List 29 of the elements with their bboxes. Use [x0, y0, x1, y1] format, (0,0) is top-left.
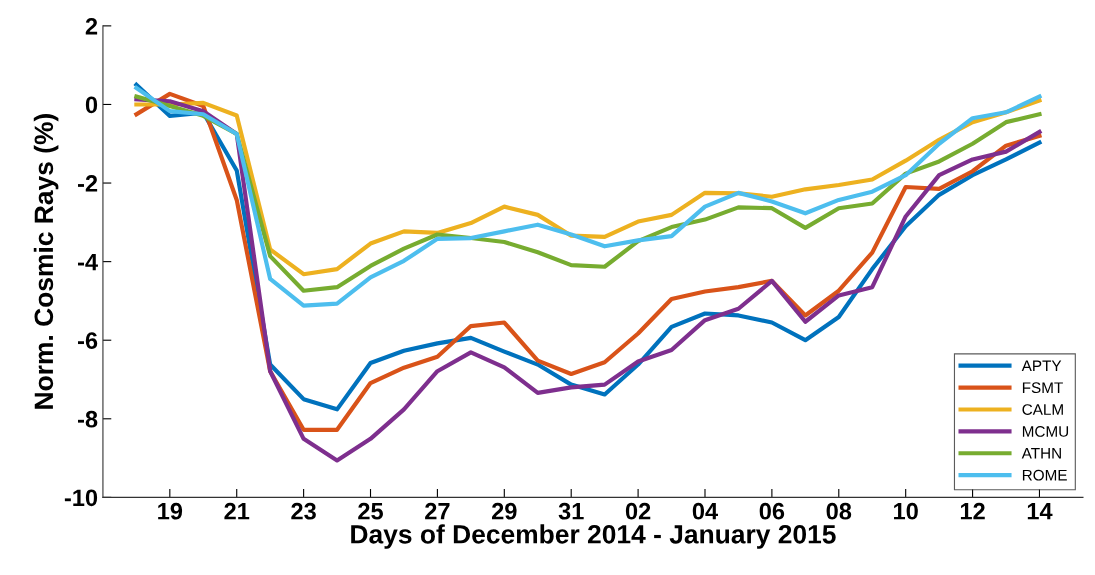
- y-axis-title: Norm. Cosmic Rays (%): [33, 114, 59, 409]
- x-tick-label: 25: [358, 502, 383, 520]
- y-tick-label: -2: [78, 175, 98, 192]
- legend-label: FSMT: [1022, 382, 1063, 394]
- x-tick-label: 27: [425, 502, 450, 520]
- legend-label: CALM: [1022, 404, 1063, 415]
- y-tick-label: -6: [78, 332, 98, 349]
- legend-label: MCMU: [1022, 426, 1069, 437]
- x-tick-label: 10: [894, 502, 918, 520]
- legend-label: APTY: [1021, 360, 1062, 372]
- x-tick-label: 08: [826, 502, 852, 520]
- x-axis-title: Days of December 2014 - January 2015: [351, 524, 836, 549]
- legend-label: ROME: [1022, 469, 1067, 481]
- y-tick-label: -10: [64, 489, 98, 507]
- x-tick-label: 21: [224, 502, 250, 520]
- y-tick-label: 2: [85, 17, 98, 35]
- y-tick-label: -8: [78, 410, 98, 428]
- x-tick-label: 02: [625, 502, 651, 520]
- x-tick-label: 04: [692, 502, 718, 520]
- x-tick-label: 06: [759, 502, 785, 520]
- x-tick-label: 19: [158, 502, 183, 520]
- x-tick-label: 23: [291, 502, 316, 520]
- legend-label: ATHN: [1021, 448, 1061, 459]
- x-tick-label: 12: [960, 502, 985, 520]
- x-tick-label: 14: [1027, 503, 1053, 520]
- x-tick-label: 31: [558, 502, 584, 520]
- y-tick-label: 0: [85, 96, 98, 114]
- x-tick-label: 29: [491, 502, 517, 520]
- y-tick-label: -4: [78, 253, 98, 271]
